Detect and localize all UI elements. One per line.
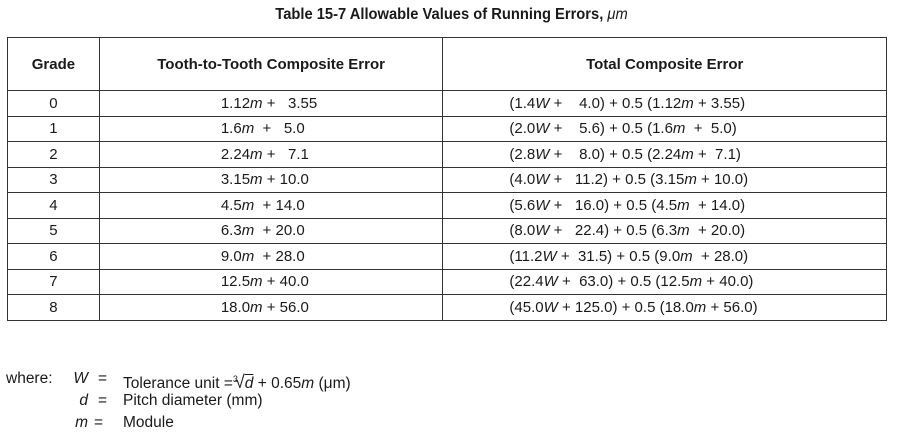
table-row: 7 12.5m + 40.0 (22.4W + 63.0) + 0.5 (12.5m… — [7, 268, 887, 295]
grade-cell: 2 — [7, 141, 100, 168]
table-title-unit: μm — [607, 6, 628, 23]
legend-w-formula-equals: = — [223, 375, 233, 393]
module-variable: m — [250, 145, 263, 163]
grade-cell: 0 — [7, 90, 100, 117]
tolerance-unit-variable: W — [543, 298, 558, 316]
table-row: 0 1.12m + 3.55 (1.4W + 4.0) + 0.5 (1.12m +… — [7, 90, 887, 117]
total-composite-cell: (11.2W + 31.5) + 0.5 (9.0m + 28.0) — [442, 243, 887, 270]
table-body: 0 1.12m + 3.55 (1.4W + 4.0) + 0.5 (1.12m +… — [7, 90, 887, 321]
legend-w-symbol: W — [73, 370, 88, 387]
tolerance-unit-variable: W — [535, 171, 550, 189]
module-variable: m — [250, 94, 263, 112]
table-row: 3 3.15m + 10.0 (4.0W + 11.2) + 0.5 (3.15m … — [7, 166, 887, 193]
legend-w-description: Tolerance unit =3√d + 0.65m (μm) — [123, 368, 351, 395]
table-title: Table 15-7 Allowable Values of Running E… — [36, 6, 867, 24]
table-row: 6 9.0m + 28.0 (11.2W + 31.5) + 0.5 (9.0m +… — [7, 243, 887, 270]
legend-w-equals: = — [98, 370, 108, 387]
module-variable: m — [241, 222, 255, 240]
module-variable: m — [250, 171, 263, 189]
table-row: 1 1.6m + 5.0 (2.0W + 5.6) + 0.5 (1.6m + 5.… — [7, 115, 887, 142]
tooth-to-tooth-cell: 4.5m + 14.0 — [98, 192, 444, 219]
legend-w-desc-prefix: Tolerance unit — [123, 375, 220, 393]
module-variable: m — [681, 94, 694, 112]
cube-root-radical-icon: √ — [234, 372, 245, 393]
module-variable: m — [680, 247, 693, 265]
legend-m-equals: = — [94, 414, 104, 431]
tolerance-unit-variable: W — [535, 196, 550, 214]
tooth-to-tooth-cell: 9.0m + 28.0 — [98, 243, 444, 270]
total-composite-cell: (45.0W + 125.0) + 0.5 (18.0m + 56.0) — [442, 294, 887, 321]
legend-w-root-var: d — [244, 375, 254, 393]
grade-cell: 7 — [7, 268, 100, 295]
tooth-to-tooth-cell: 12.5m + 40.0 — [98, 268, 444, 295]
table-row: 5 6.3m + 20.0 (8.0W + 22.4) + 0.5 (6.3m + … — [7, 217, 887, 244]
module-variable: m — [241, 196, 255, 214]
module-variable: m — [672, 120, 686, 138]
module-variable: m — [684, 171, 697, 189]
total-composite-cell: (2.0W + 5.6) + 0.5 (1.6m + 5.0) — [442, 115, 887, 142]
running-errors-table: Grade Tooth-to-Tooth Composite Error Tot… — [7, 37, 887, 321]
module-variable: m — [250, 298, 263, 316]
table-row: 2 2.24m + 7.1 (2.8W + 8.0) + 0.5 (2.24m + … — [7, 141, 887, 168]
tolerance-unit-variable: W — [542, 247, 557, 265]
tooth-to-tooth-cell: 2.24m + 7.1 — [98, 141, 444, 168]
table-title-text: Table 15-7 Allowable Values of Running E… — [275, 6, 608, 23]
tolerance-unit-variable: W — [535, 120, 550, 138]
tooth-to-tooth-cell: 1.12m + 3.55 — [98, 90, 444, 117]
table-header-row: Grade Tooth-to-Tooth Composite Error Tot… — [7, 37, 887, 91]
header-total-composite: Total Composite Error — [442, 37, 887, 91]
module-variable: m — [241, 247, 255, 265]
module-variable: m — [693, 298, 707, 316]
legend-w-root-index: 3 — [232, 374, 238, 384]
module-variable: m — [250, 273, 263, 291]
tooth-to-tooth-cell: 6.3m + 20.0 — [98, 217, 444, 244]
table-row: 8 18.0m + 56.0 (45.0W + 125.0) + 0.5 (18.0… — [7, 294, 887, 321]
total-composite-cell: (5.6W + 16.0) + 0.5 (4.5m + 14.0) — [442, 192, 887, 219]
grade-cell: 3 — [7, 166, 100, 193]
tolerance-unit-variable: W — [543, 273, 558, 291]
grade-cell: 6 — [7, 243, 100, 270]
grade-cell: 8 — [7, 294, 100, 321]
total-composite-cell: (1.4W + 4.0) + 0.5 (1.12m + 3.55) — [442, 90, 887, 117]
total-composite-cell: (4.0W + 11.2) + 0.5 (3.15m + 10.0) — [442, 166, 887, 193]
grade-cell: 5 — [7, 217, 100, 244]
legend-m-symbol: m — [75, 414, 88, 431]
total-composite-cell: (2.8W + 8.0) + 0.5 (2.24m + 7.1) — [442, 141, 887, 168]
module-variable: m — [677, 196, 690, 214]
tooth-to-tooth-cell: 18.0m + 56.0 — [98, 294, 444, 321]
legend-where-label: where: — [6, 370, 53, 387]
legend-w-formula-m: m — [301, 375, 315, 393]
module-variable: m — [689, 273, 703, 291]
legend-w-formula-rest: + 0.65 — [253, 375, 302, 393]
module-variable: m — [677, 222, 690, 240]
tooth-to-tooth-cell: 3.15m + 10.0 — [98, 166, 444, 193]
total-composite-cell: (8.0W + 22.4) + 0.5 (6.3m + 20.0) — [442, 217, 887, 244]
grade-cell: 4 — [7, 192, 100, 219]
legend-d-equals: = — [98, 392, 108, 409]
legend-w-formula-unit: (μm) — [314, 375, 351, 393]
module-variable: m — [681, 145, 694, 163]
header-grade: Grade — [7, 37, 100, 91]
legend-d-description: Pitch diameter (mm) — [123, 392, 263, 409]
total-composite-cell: (22.4W + 63.0) + 0.5 (12.5m + 40.0) — [442, 268, 887, 295]
tooth-to-tooth-cell: 1.6m + 5.0 — [98, 115, 444, 142]
tolerance-unit-variable: W — [535, 222, 550, 240]
legend-d-symbol: d — [79, 392, 88, 409]
table-row: 4 4.5m + 14.0 (5.6W + 16.0) + 0.5 (4.5m + … — [7, 192, 887, 219]
grade-cell: 1 — [7, 115, 100, 142]
legend-m-description: Module — [123, 414, 174, 431]
tolerance-unit-variable: W — [535, 145, 550, 163]
module-variable: m — [241, 120, 255, 138]
header-tooth-to-tooth: Tooth-to-Tooth Composite Error — [98, 37, 444, 91]
tolerance-unit-variable: W — [535, 94, 550, 112]
